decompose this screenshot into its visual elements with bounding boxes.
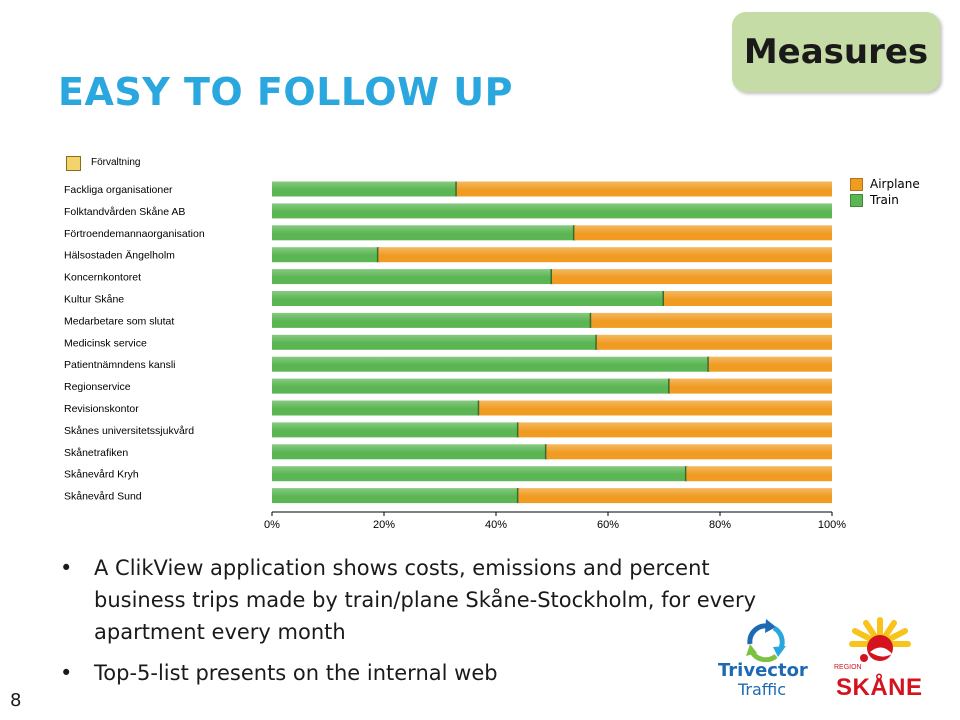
category-label: Kultur Skåne: [64, 294, 124, 306]
bar-segment-train[interactable]: [272, 378, 670, 394]
trivector-logo: Trivector Traffic: [712, 616, 822, 699]
measures-badge: Measures: [732, 12, 940, 92]
dimension-label: Förvaltning: [91, 157, 141, 168]
legend-item-train: Train: [850, 192, 920, 208]
category-label: Skånetrafiken: [64, 447, 128, 459]
x-tick-label: 0%: [264, 519, 280, 531]
category-label: Patientnämndens kansli: [64, 359, 176, 371]
category-label: Revisionskontor: [64, 403, 139, 415]
bar-segment-airplane[interactable]: [552, 269, 832, 285]
bar-segment-airplane[interactable]: [664, 291, 832, 306]
bar-segment-airplane[interactable]: [596, 334, 832, 350]
bar-segment-train[interactable]: [272, 181, 457, 197]
category-label: Koncernkontoret: [64, 272, 141, 284]
trivector-traffic: Traffic: [738, 680, 787, 699]
category-label: Förtroendemannaorganisation: [64, 228, 205, 240]
legend-label-train: Train: [870, 193, 899, 207]
bar-segment-train[interactable]: [272, 291, 664, 306]
bar-segment-train[interactable]: [272, 312, 592, 328]
category-label: Skånevård Sund: [64, 491, 142, 503]
x-tick-label: 100%: [818, 519, 846, 531]
bar-segment-train[interactable]: [272, 225, 575, 241]
stacked-bar-chart: Fackliga organisationer Folktandvården Sk…: [64, 181, 846, 531]
category-label: Skånevård Kryh: [64, 469, 139, 481]
bullet-list: A ClikView application shows costs, emis…: [60, 552, 760, 689]
bar-segment-airplane[interactable]: [591, 312, 832, 328]
bar-segment-airplane[interactable]: [708, 356, 832, 372]
category-label: Fackliga organisationer: [64, 184, 173, 196]
bar-segment-airplane[interactable]: [378, 247, 832, 263]
slide-title: EASY TO FOLLOW UP: [58, 70, 513, 114]
bar-segment-train[interactable]: [272, 422, 519, 438]
bar-segment-airplane[interactable]: [518, 422, 832, 438]
bar-segment-airplane[interactable]: [479, 400, 832, 416]
bar-segment-train[interactable]: [272, 203, 832, 219]
bar-segment-airplane[interactable]: [456, 181, 832, 197]
category-label: Medicinsk service: [64, 337, 147, 349]
category-label: Medarbetare som slutat: [64, 315, 174, 327]
bullet-item: A ClikView application shows costs, emis…: [60, 552, 760, 648]
bar-segment-airplane[interactable]: [669, 378, 832, 394]
x-tick-label: 20%: [373, 519, 395, 531]
bar-segment-airplane[interactable]: [518, 488, 832, 504]
x-tick-label: 60%: [597, 519, 619, 531]
region-skane-logo: REGION SKÅNE: [830, 614, 930, 701]
category-label: Hälsostaden Ängelholm: [64, 250, 175, 262]
bar-segment-train[interactable]: [272, 466, 687, 482]
bar-segment-train[interactable]: [272, 247, 379, 263]
region-small-label: REGION: [834, 664, 862, 671]
legend-swatch-train: [850, 193, 863, 207]
bar-segment-train[interactable]: [272, 444, 547, 460]
bar-segment-train[interactable]: [272, 269, 552, 285]
bar-segment-train[interactable]: [272, 400, 480, 416]
bullet-item: Top-5-list presents on the internal web: [60, 657, 760, 689]
page-number: 8: [10, 690, 22, 711]
x-tick-label: 40%: [485, 519, 507, 531]
region-name: SKÅNE: [836, 674, 923, 701]
category-label: Folktandvården Skåne AB: [64, 206, 185, 218]
bar-segment-airplane[interactable]: [686, 466, 832, 482]
recycle-arrows-icon: [746, 619, 786, 662]
legend-label-airplane: Airplane: [870, 177, 920, 191]
bar-segment-airplane[interactable]: [546, 444, 832, 460]
x-tick-label: 80%: [709, 519, 731, 531]
folder-up-icon[interactable]: [66, 156, 81, 171]
griffin-emblem-icon: [849, 617, 911, 662]
category-label: Skånes universitetssjukvård: [64, 425, 194, 437]
bar-segment-train[interactable]: [272, 488, 519, 504]
bar-segment-train[interactable]: [272, 356, 709, 372]
chart-legend: Airplane Train: [850, 176, 920, 208]
trivector-name: Trivector: [718, 660, 808, 681]
legend-item-airplane: Airplane: [850, 176, 920, 192]
bar-segment-airplane[interactable]: [574, 225, 832, 241]
category-label: Regionservice: [64, 381, 131, 393]
legend-swatch-airplane: [850, 177, 863, 191]
bar-segment-train[interactable]: [272, 334, 597, 350]
